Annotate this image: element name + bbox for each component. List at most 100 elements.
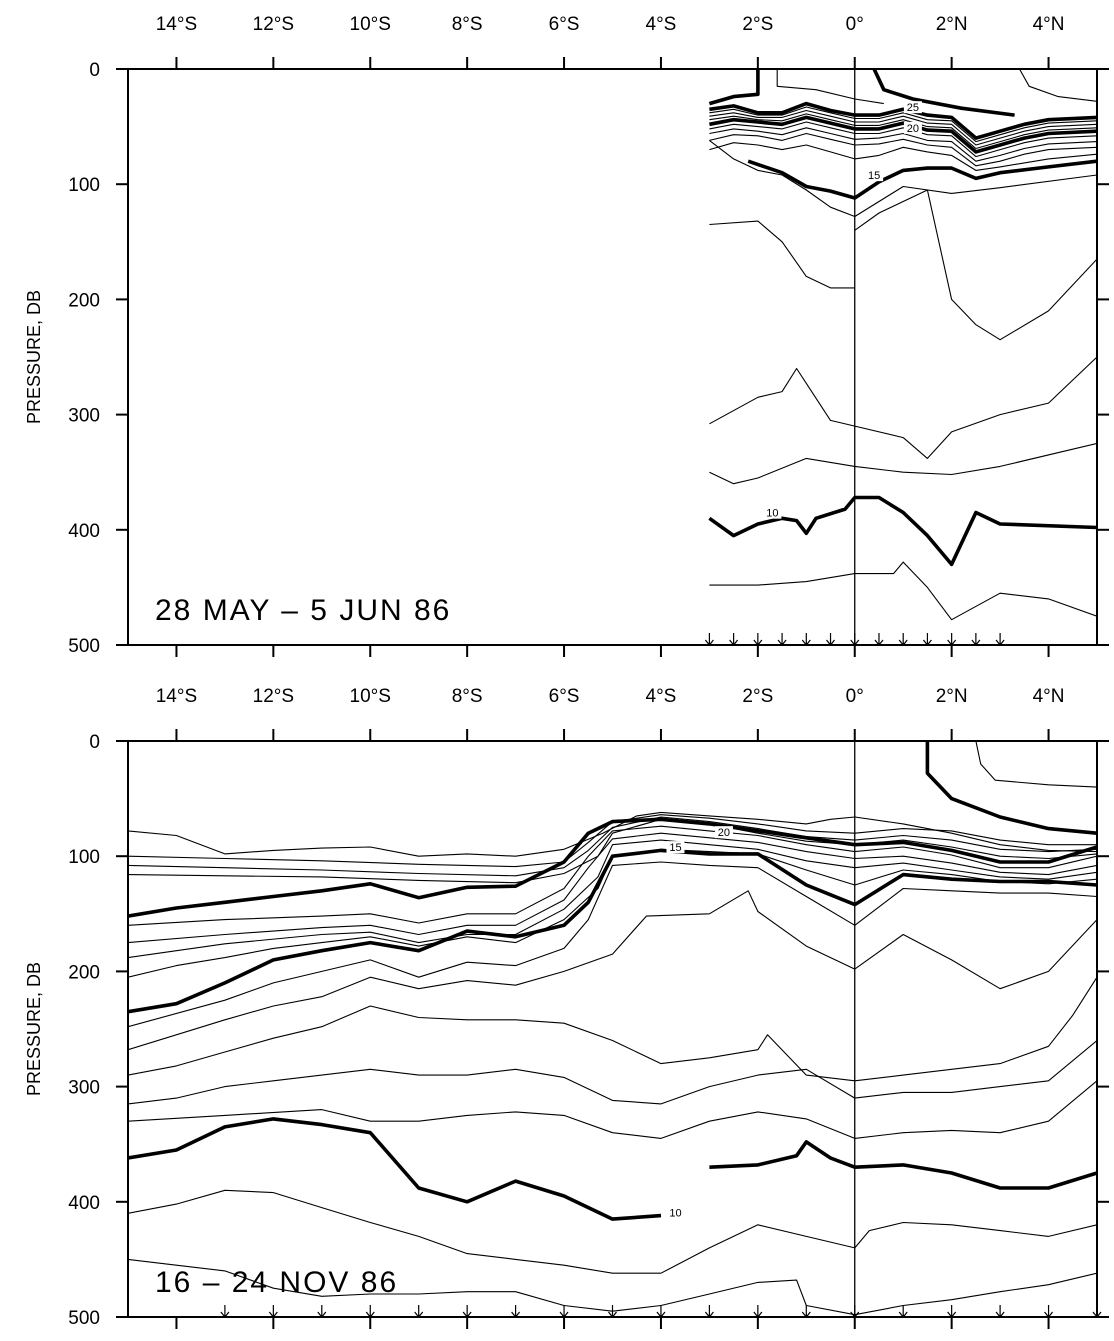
y-tick-label: 500 [68, 636, 100, 657]
isotherm-1 [975, 741, 1097, 788]
panel-top: 14°S 12°S 10°S 8°S 6°S 4°S 2°S 0° 2°N 4°N 0 100 200 3… [24, 14, 1109, 657]
isotherm-15 [709, 220, 855, 289]
contour-label-bg [903, 101, 922, 114]
contour-value-label: 10 [766, 508, 778, 520]
y-axis-title: PRESSURE, DB [24, 962, 44, 1096]
station-marker [801, 633, 811, 646]
contour-label-bg [763, 506, 782, 519]
isotherm-18 [709, 442, 1097, 485]
contour-value-label: 20 [718, 827, 730, 839]
station-marker [850, 633, 860, 646]
station-marker [753, 633, 763, 646]
station-marker [995, 633, 1005, 646]
contour-value-label: 20 [907, 123, 919, 135]
station-marker [365, 1305, 375, 1318]
x-tick-label: 2°N [936, 686, 968, 707]
x-tick-label: 4°S [646, 14, 677, 35]
station-marker [995, 1305, 1005, 1318]
x-tick-label: 6°S [549, 14, 580, 35]
isotherm-3 [128, 814, 1097, 868]
major-isotherm-0 [925, 741, 1097, 835]
station-marker [608, 1305, 617, 1318]
y-tick-label: 0 [89, 732, 100, 753]
major-isotherm-8 [709, 115, 1097, 154]
station-marker [220, 1305, 230, 1318]
x-tick-label: 4°N [1033, 686, 1065, 707]
major-isotherm-0 [708, 69, 760, 106]
major-isotherm-4 [709, 101, 1097, 140]
isotherm-5 [709, 106, 1097, 143]
isotherm-15 [128, 1040, 1097, 1105]
x-tick-label: 0° [846, 686, 864, 707]
isotherm-12 [128, 861, 1097, 1028]
major-isotherm-13 [747, 159, 1097, 200]
y-tick-label: 200 [68, 962, 100, 983]
isotherm-20 [128, 1258, 1097, 1316]
station-marker [414, 1305, 424, 1318]
y-tick-label: 300 [68, 406, 100, 427]
major-isotherm-18 [709, 1140, 1097, 1190]
isotherm-20 [709, 561, 1097, 621]
contour-label-bg [903, 121, 922, 134]
contour-value-label: 15 [669, 842, 681, 854]
isotherm-7 [128, 825, 1097, 926]
major-isotherm-11 [128, 848, 1097, 1014]
isotherm-16 [128, 1080, 1097, 1139]
station-marker [462, 1305, 472, 1318]
major-isotherm-17 [128, 1117, 662, 1221]
station-marker [898, 633, 908, 646]
contour-label-bg [666, 841, 685, 854]
x-tick-label: 4°S [646, 686, 677, 707]
x-tick-label: 2°S [742, 14, 773, 35]
isotherm-14 [128, 976, 1097, 1082]
x-tick-label: 0° [846, 14, 864, 35]
isotherm-8 [128, 832, 1097, 944]
contour-value-label: 15 [868, 170, 880, 182]
station-marker [753, 1305, 763, 1318]
station-marker [947, 633, 957, 646]
x-tick-label: 4°N [1033, 14, 1065, 35]
x-tick-label: 6°S [549, 686, 580, 707]
y-tick-label: 400 [68, 521, 100, 542]
panel-bottom: 14°S 12°S 10°S 8°S 6°S 4°S 2°S 0° 2°N 4°N 0 100 200 3… [24, 686, 1109, 1329]
y-tick-label: 500 [68, 1308, 100, 1329]
station-marker [317, 1305, 327, 1318]
station-marker [1044, 1305, 1054, 1318]
station-marker [704, 1305, 714, 1318]
x-tick-label: 14°S [156, 686, 197, 707]
isotherm-3 [776, 69, 884, 105]
station-marker [826, 633, 835, 646]
contour-label-bg [666, 1206, 685, 1219]
station-marker [777, 633, 787, 646]
station-marker [922, 633, 932, 646]
x-tick-label: 10°S [350, 686, 391, 707]
x-tick-label: 8°S [452, 686, 483, 707]
station-marker [729, 633, 739, 646]
station-marker [874, 633, 884, 646]
station-marker [801, 1305, 811, 1318]
x-tick-label: 12°S [253, 686, 294, 707]
station-marker [898, 1305, 908, 1318]
x-tick-label: 10°S [350, 14, 391, 35]
major-isotherm-1 [872, 69, 1015, 117]
station-marker [559, 1305, 569, 1318]
isotherm-16 [854, 189, 1097, 341]
contour-value-label: 25 [907, 102, 919, 114]
isotherm-2 [128, 811, 1097, 857]
major-isotherm-6 [128, 817, 1097, 918]
panel-date-label: 16 – 24 NOV 86 [155, 1266, 398, 1299]
isotherm-10 [709, 127, 1097, 162]
x-tick-label: 12°S [253, 14, 294, 35]
isotherm-19 [128, 1189, 1097, 1274]
y-tick-label: 100 [68, 847, 100, 868]
station-marker [511, 1305, 521, 1318]
plot-frame [127, 68, 1098, 646]
x-tick-label: 2°S [742, 686, 773, 707]
station-marker [971, 633, 981, 646]
station-marker [704, 633, 714, 646]
x-tick-label: 14°S [156, 14, 197, 35]
contour-group [708, 69, 1097, 621]
contour-label-bg [714, 826, 733, 839]
contour-group [128, 741, 1097, 1316]
